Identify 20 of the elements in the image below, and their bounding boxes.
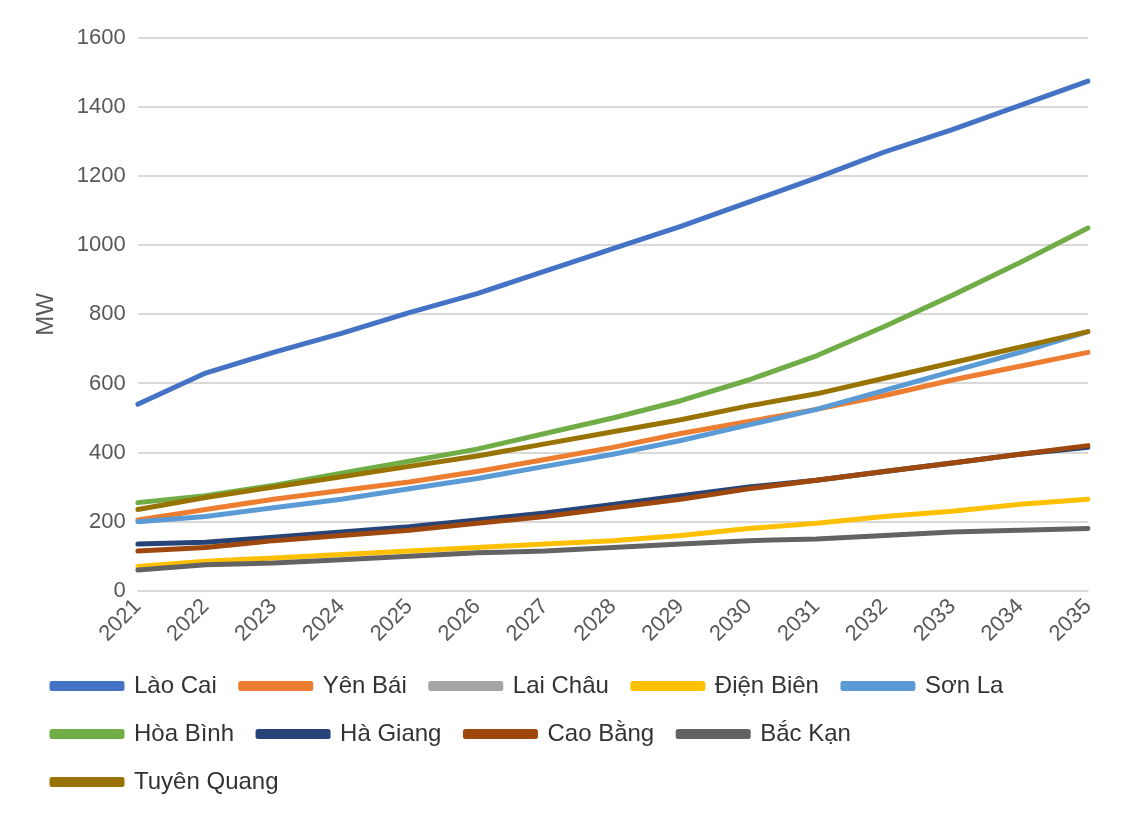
y-tick-label: 800 <box>89 300 126 326</box>
y-tick-label: 1400 <box>76 93 126 119</box>
y-axis-title: MW <box>31 292 59 336</box>
legend-label: Hòa Bình <box>134 718 235 746</box>
legend-label: Lai Châu <box>512 670 609 698</box>
legend-label: Lào Cai <box>134 670 217 698</box>
y-tick-label: 0 <box>113 576 126 602</box>
y-tick-label: 400 <box>89 438 126 464</box>
y-tick-label: 200 <box>89 507 126 533</box>
legend-label: Sơn La <box>924 670 1005 698</box>
legend-label: Cao Bằng <box>547 718 655 746</box>
legend-label: Hà Giang <box>340 718 442 746</box>
y-tick-label: 600 <box>89 369 126 395</box>
legend-label: Yên Bái <box>322 670 407 698</box>
legend-label: Tuyên Quang <box>134 766 279 794</box>
y-tick-label: 1000 <box>76 231 126 257</box>
y-tick-label: 1600 <box>76 24 126 50</box>
legend-label: Bắc Kạn <box>760 718 851 746</box>
legend-label: Điện Biên <box>714 670 819 698</box>
y-tick-label: 1200 <box>76 162 126 188</box>
